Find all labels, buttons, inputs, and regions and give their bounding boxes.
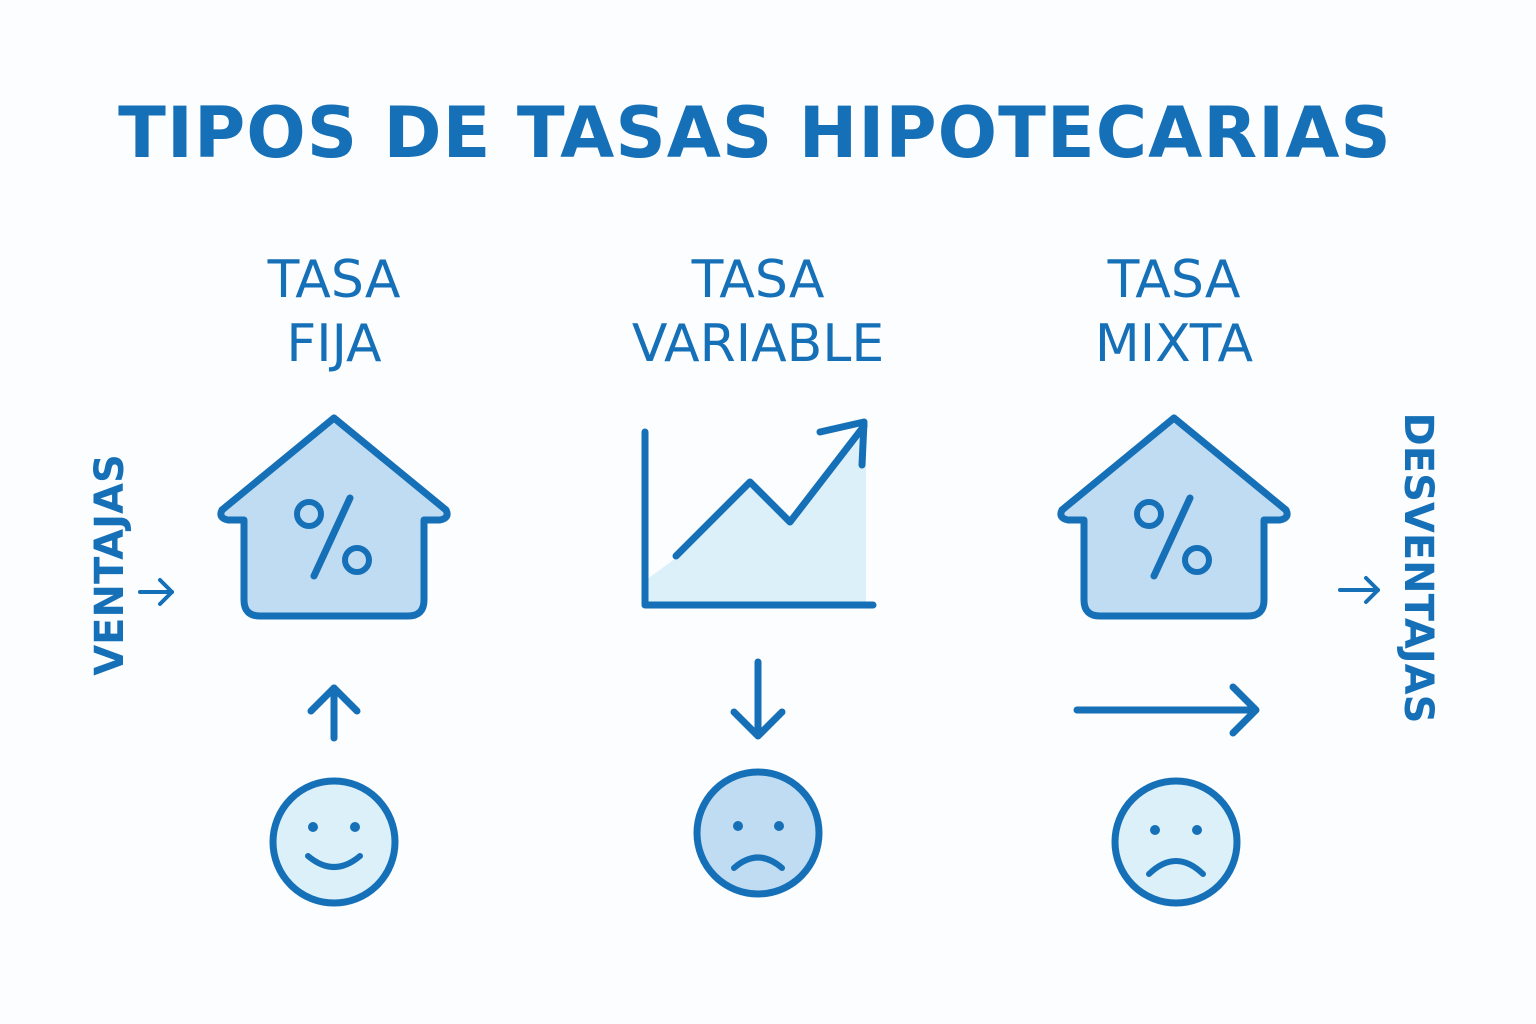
column-title-mixed: TASA MIXTA bbox=[964, 248, 1384, 376]
small-arrow-right-icon bbox=[138, 578, 174, 606]
rising-line-chart-icon bbox=[641, 418, 877, 609]
column-title-fixed: TASA FIJA bbox=[124, 248, 544, 376]
column-title-line1: TASA bbox=[691, 250, 825, 310]
percent-icon bbox=[294, 494, 372, 580]
house-percent-icon bbox=[217, 414, 451, 620]
page-title: TIPOS DE TASAS HIPOTECARIAS bbox=[118, 92, 1392, 174]
column-title-line1: TASA bbox=[267, 250, 401, 310]
house-percent-icon bbox=[1057, 414, 1291, 620]
column-title-line2: VARIABLE bbox=[631, 314, 885, 374]
percent-icon bbox=[1134, 494, 1212, 580]
column-title-line2: MIXTA bbox=[1094, 314, 1254, 374]
sad-face-icon bbox=[693, 768, 823, 898]
arrow-down-icon bbox=[730, 658, 786, 740]
sad-face-icon bbox=[1111, 777, 1241, 907]
small-arrow-right-icon bbox=[1338, 576, 1380, 604]
column-title-variable: TASA VARIABLE bbox=[548, 248, 968, 376]
smiling-face-icon bbox=[269, 777, 399, 907]
arrow-up-icon bbox=[307, 684, 361, 742]
arrow-right-icon bbox=[1073, 683, 1260, 737]
column-title-line1: TASA bbox=[1107, 250, 1241, 310]
column-title-line2: FIJA bbox=[286, 314, 382, 374]
